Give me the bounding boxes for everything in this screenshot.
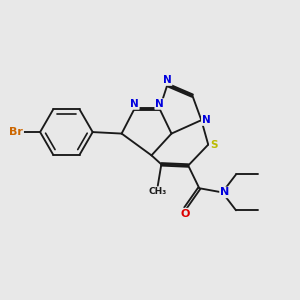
Text: O: O	[181, 208, 190, 219]
Text: N: N	[130, 99, 139, 109]
Text: Br: Br	[9, 127, 23, 137]
Text: S: S	[210, 140, 218, 150]
Text: N: N	[202, 115, 211, 125]
Text: CH₃: CH₃	[148, 187, 167, 196]
Text: N: N	[155, 99, 164, 109]
Text: N: N	[163, 75, 172, 85]
Text: N: N	[220, 188, 229, 197]
